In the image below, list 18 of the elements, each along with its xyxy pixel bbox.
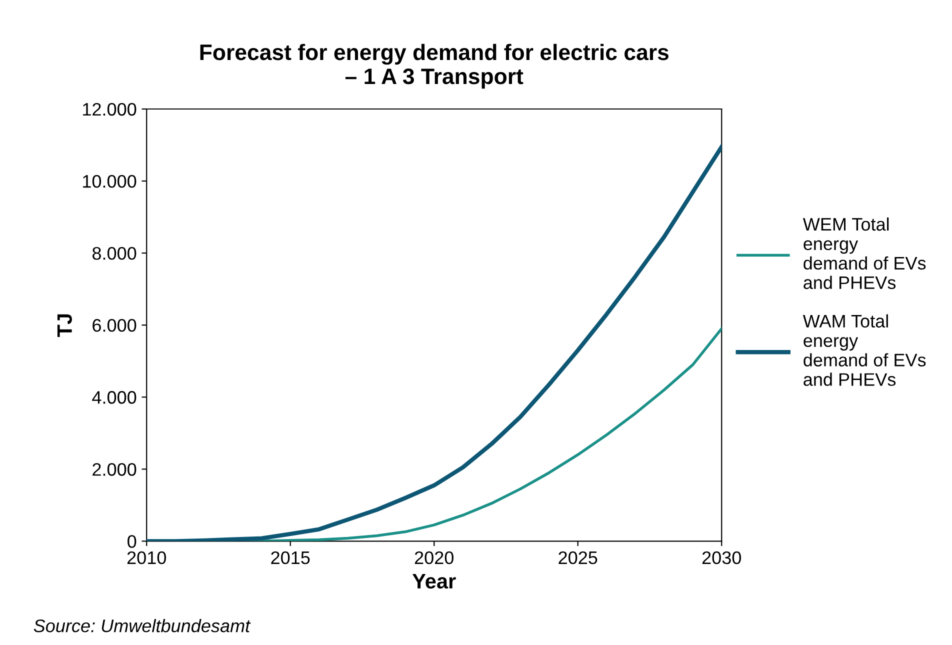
y-tick-label: 4.000 xyxy=(92,391,136,404)
x-tick-label: 2025 xyxy=(558,551,598,564)
legend-label: WAM Total energy demand of EVs and PHEVs xyxy=(802,314,926,386)
legend-label: WEM Total energy demand of EVs and PHEVs xyxy=(802,217,926,290)
chart-title: Forecast for energy demand for electric cars – 1 A 3 Transport xyxy=(200,44,668,89)
y-tick-label: 0 xyxy=(128,535,136,548)
y-tick-label: 2.000 xyxy=(92,463,136,476)
x-tick-label: 2030 xyxy=(702,551,741,564)
x-tick-label: 2020 xyxy=(414,551,454,564)
y-tick-label: 6.000 xyxy=(92,319,136,332)
y-tick-label: 10.000 xyxy=(83,174,136,188)
x-axis-title: Year xyxy=(412,574,456,589)
y-tick-label: 12.000 xyxy=(83,102,136,116)
x-tick-label: 2015 xyxy=(271,551,310,564)
y-axis-title: TJ xyxy=(57,314,72,337)
y-tick-label: 8.000 xyxy=(92,246,136,260)
x-tick-label: 2010 xyxy=(127,551,166,564)
source-note: Source: Umweltbundesamt xyxy=(34,619,251,632)
